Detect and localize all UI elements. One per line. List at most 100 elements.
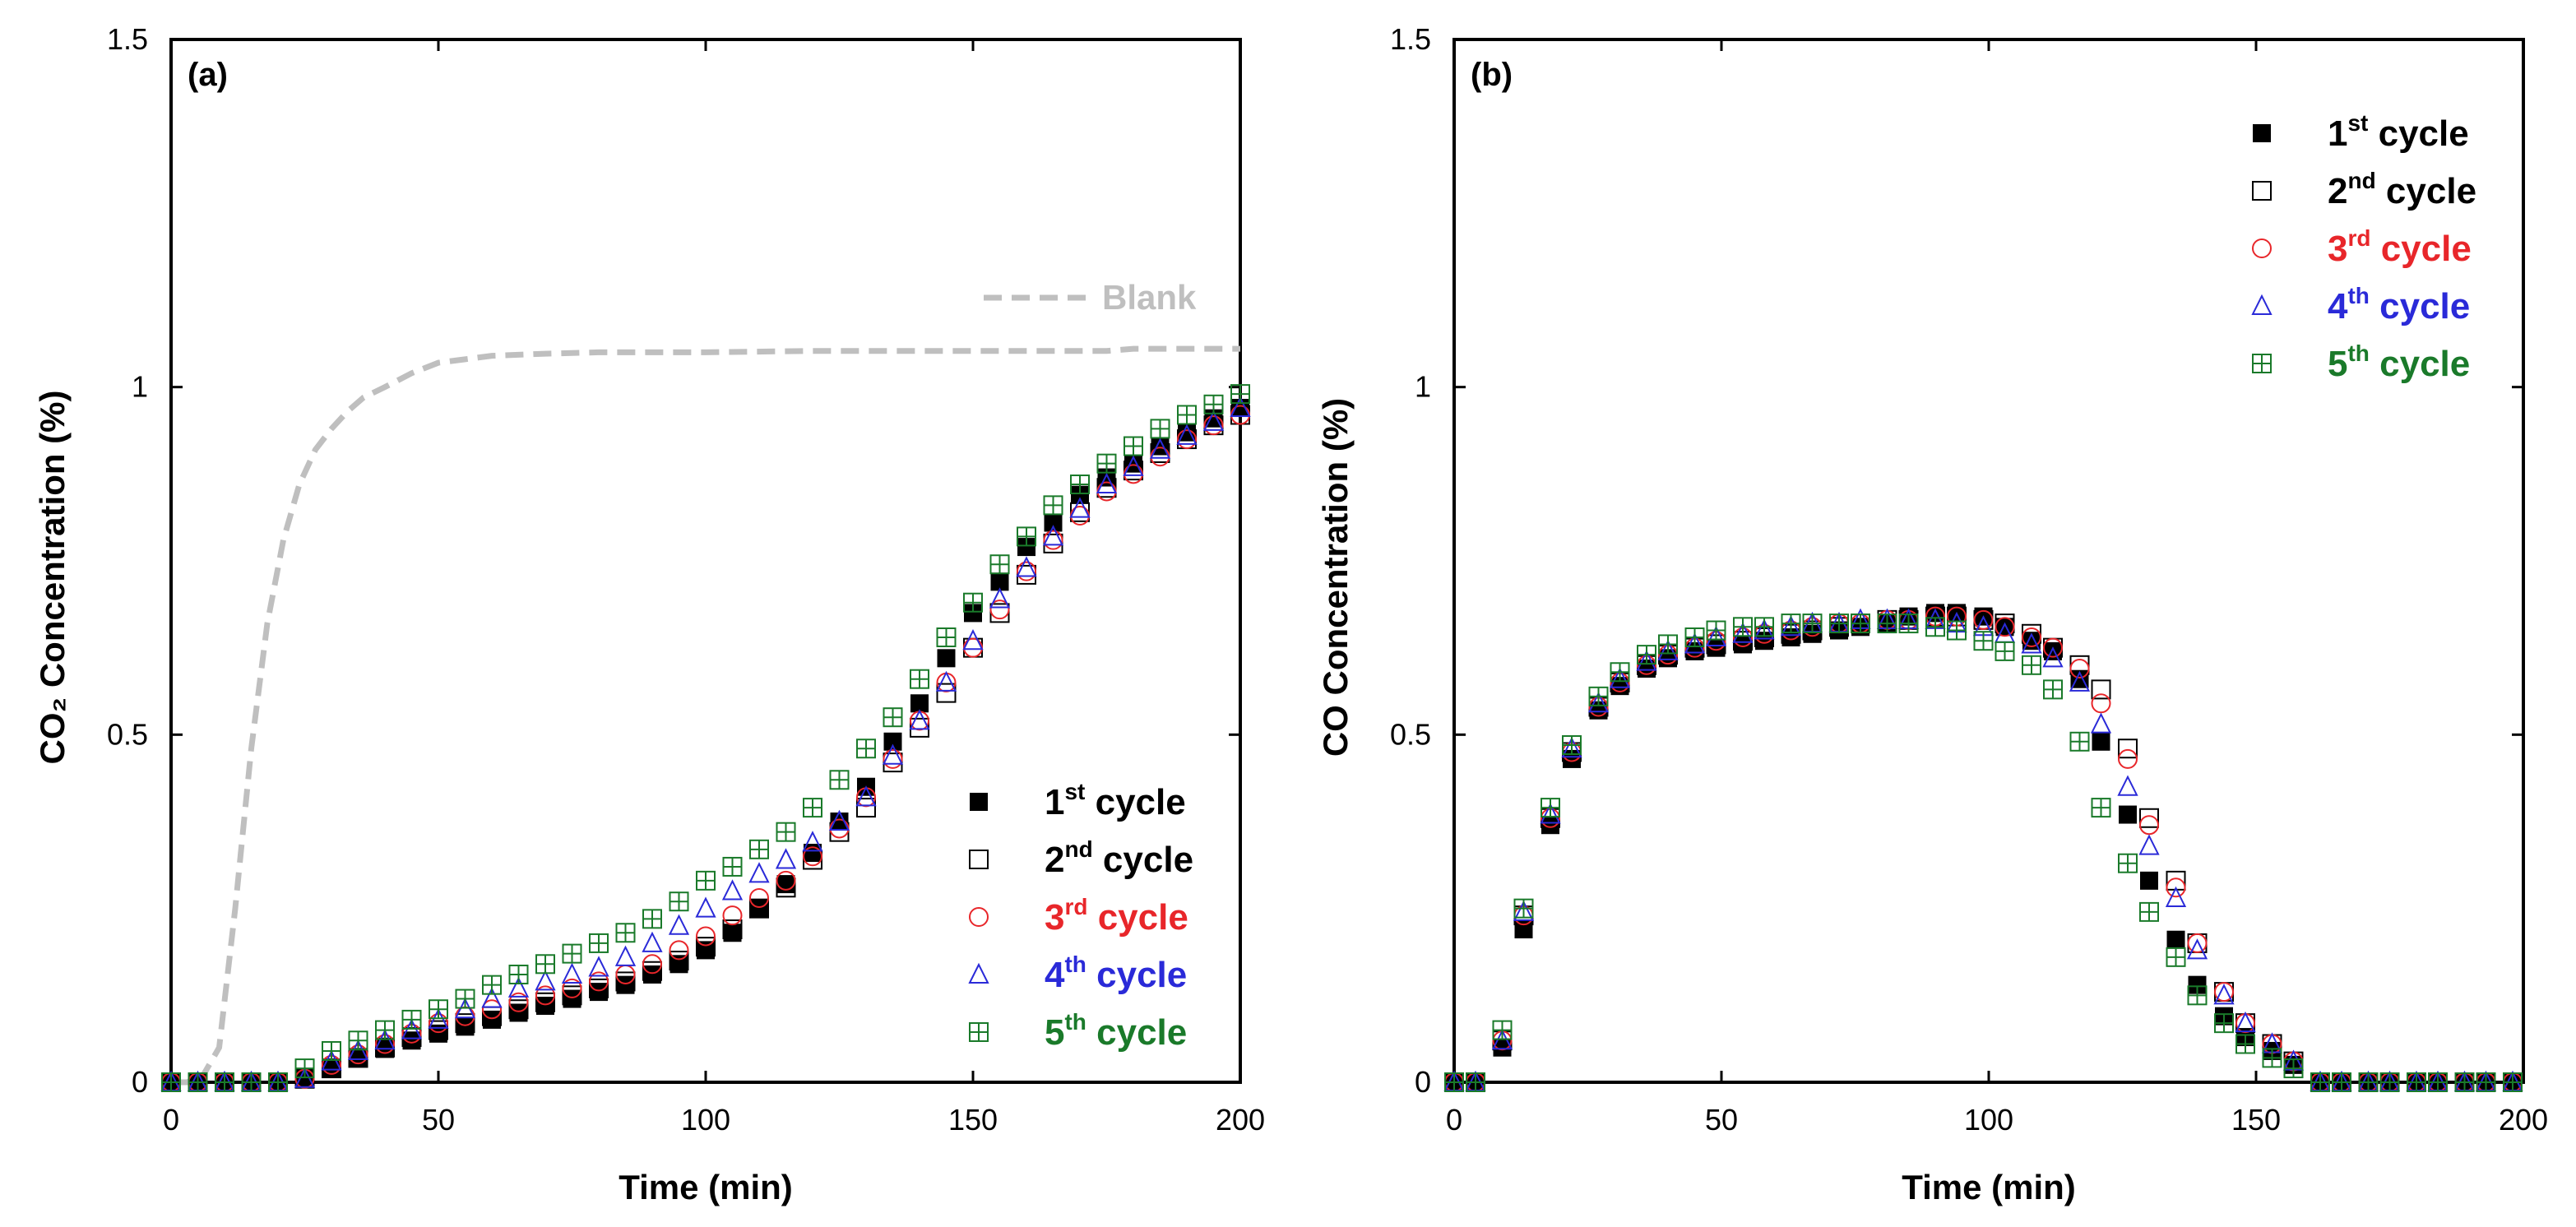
data-point xyxy=(1176,424,1198,445)
plot-frame xyxy=(1452,38,2525,1084)
data-point xyxy=(1150,419,1170,439)
data-point xyxy=(590,983,608,1002)
data-point xyxy=(429,999,448,1020)
data-point xyxy=(482,999,502,1020)
data-point xyxy=(1492,1020,1513,1040)
data-point xyxy=(1657,639,1679,660)
data-point xyxy=(1096,453,1117,474)
data-point xyxy=(909,709,930,730)
data-point xyxy=(1042,525,1064,546)
data-point xyxy=(697,941,715,960)
data-point xyxy=(936,683,957,703)
data-point xyxy=(401,1009,422,1030)
data-point xyxy=(2091,798,2111,818)
blank-reference-line xyxy=(171,345,1240,1086)
data-point xyxy=(1802,614,1823,634)
panel-b-co: 0 50 100 150 200 0 0.5 1 1.5 Time (min) CO Concent… xyxy=(1316,22,2548,1206)
data-point xyxy=(2043,679,2063,700)
data-point xyxy=(2187,985,2208,1006)
data-point xyxy=(748,862,770,883)
panel-label: (b) xyxy=(1471,57,1513,93)
data-point xyxy=(215,1072,234,1092)
x-axis-title: Time (min) xyxy=(1902,1168,2076,1206)
data-point xyxy=(696,926,716,947)
data-point xyxy=(509,1003,528,1022)
x-tick-label: 100 xyxy=(1964,1103,2013,1137)
data-point xyxy=(721,879,744,901)
data-point xyxy=(482,975,502,995)
x-tick-label: 150 xyxy=(948,1103,998,1137)
legend-item-4: 4th cycle xyxy=(2251,283,2470,326)
data-point xyxy=(936,627,957,647)
data-point xyxy=(830,813,849,831)
data-point xyxy=(1124,436,1143,456)
data-point xyxy=(1973,631,1994,651)
data-point xyxy=(1043,530,1063,550)
series-5 xyxy=(1444,614,2523,1092)
legend-marker xyxy=(2251,294,2273,315)
data-point xyxy=(1562,735,1582,756)
data-point xyxy=(188,1072,208,1092)
data-point xyxy=(1071,485,1089,504)
data-point xyxy=(1637,645,1656,665)
data-point xyxy=(723,924,742,942)
data-point xyxy=(935,670,957,692)
data-point xyxy=(937,649,956,668)
legend-label: 2nd cycle xyxy=(1045,836,1193,880)
data-point xyxy=(1780,615,1802,637)
data-point xyxy=(2022,655,2041,675)
blank-label: Blank xyxy=(1102,278,1197,317)
data-point xyxy=(322,1040,341,1061)
data-point xyxy=(2166,947,2186,967)
data-point xyxy=(1178,423,1196,442)
data-point xyxy=(2235,1034,2255,1054)
data-point xyxy=(1541,816,1559,835)
y-axis-title: CO₂ Concentration (%) xyxy=(33,391,72,765)
data-point xyxy=(1733,617,1753,637)
legend-item-2: 2nd cycle xyxy=(2252,168,2476,211)
data-point xyxy=(695,896,716,918)
data-point xyxy=(2092,732,2110,751)
data-point xyxy=(803,846,822,867)
data-point xyxy=(2021,632,2042,654)
data-point xyxy=(1925,617,1945,637)
data-point xyxy=(1149,438,1171,459)
data-point xyxy=(1513,900,1535,921)
data-point xyxy=(2310,1072,2330,1092)
data-point xyxy=(455,989,475,1009)
data-point xyxy=(614,945,637,966)
data-point xyxy=(616,975,635,994)
data-point xyxy=(508,999,529,1020)
legend-label: 5th cycle xyxy=(1045,1009,1187,1053)
data-point xyxy=(722,856,743,877)
data-point xyxy=(2358,1072,2379,1092)
data-point xyxy=(615,923,636,943)
data-point xyxy=(802,831,823,852)
data-point xyxy=(1609,667,1631,688)
data-point xyxy=(2069,670,2091,692)
data-point xyxy=(1514,920,1533,939)
data-point xyxy=(2188,975,2207,994)
data-point xyxy=(1803,624,1822,643)
data-point xyxy=(2118,739,2138,759)
data-point xyxy=(1561,737,1582,758)
data-point xyxy=(2140,871,2158,890)
data-point xyxy=(1995,617,2015,637)
data-point xyxy=(990,572,1009,591)
y-tick-label: 0 xyxy=(1415,1065,1431,1099)
data-point xyxy=(429,1020,448,1040)
x-tick-label: 0 xyxy=(1446,1103,1462,1137)
data-point xyxy=(2186,938,2208,960)
legend-label: 4th cycle xyxy=(2328,283,2470,326)
data-point xyxy=(562,978,582,998)
data-point xyxy=(1017,561,1036,581)
data-point xyxy=(829,770,850,790)
data-point xyxy=(2118,853,2138,873)
data-point xyxy=(1151,437,1170,456)
data-point xyxy=(1851,614,1870,634)
data-point xyxy=(2091,693,2111,714)
data-point xyxy=(1124,454,1142,473)
data-point xyxy=(2476,1072,2496,1092)
data-point xyxy=(2138,834,2160,855)
data-point xyxy=(1734,635,1752,654)
